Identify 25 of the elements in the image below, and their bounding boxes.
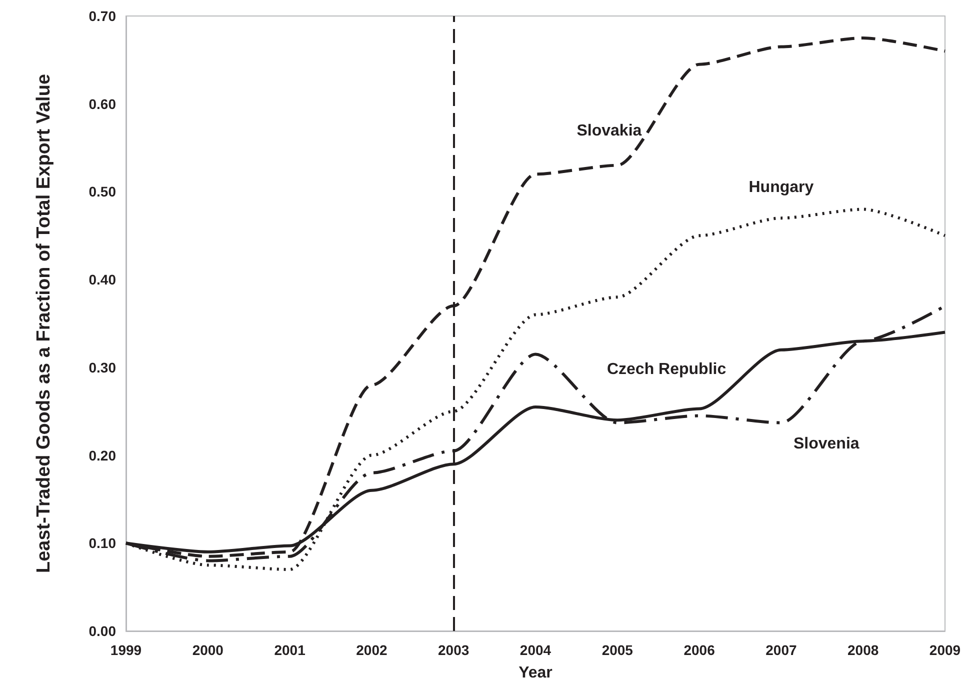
x-tick-label: 2005 bbox=[602, 642, 634, 658]
x-tick-label: 1999 bbox=[110, 642, 142, 658]
x-tick-label: 2002 bbox=[356, 642, 388, 658]
x-tick-label: 2004 bbox=[520, 642, 552, 658]
x-tick-label: 2008 bbox=[848, 642, 879, 658]
y-tick-label: 0.30 bbox=[88, 359, 116, 376]
x-tick-label: 2006 bbox=[684, 642, 716, 658]
x-tick-label: 2007 bbox=[766, 642, 797, 658]
y-tick-label: 0.70 bbox=[88, 8, 116, 24]
series-label: Slovakia bbox=[576, 122, 642, 140]
x-tick-label: 2003 bbox=[438, 642, 470, 658]
y-tick-label: 0.40 bbox=[88, 272, 116, 288]
y-tick-label: 0.60 bbox=[88, 96, 116, 112]
y-tick-label: 0.10 bbox=[88, 535, 116, 552]
y-axis-title: Least-Traded Goods as a Fraction of Total Export Value bbox=[34, 74, 54, 574]
y-tick-label: 0.20 bbox=[88, 447, 116, 464]
x-axis-title: Year bbox=[518, 664, 552, 682]
x-tick-label: 2000 bbox=[192, 642, 224, 658]
series-label: Slovenia bbox=[793, 435, 860, 452]
y-tick-label: 0.50 bbox=[88, 184, 116, 200]
series-label: Hungary bbox=[748, 178, 814, 196]
x-tick-label: 2009 bbox=[929, 642, 961, 658]
series-label: Czech Republic bbox=[606, 360, 726, 378]
y-tick-label: 0.00 bbox=[88, 623, 116, 639]
x-tick-label: 2001 bbox=[274, 642, 306, 658]
